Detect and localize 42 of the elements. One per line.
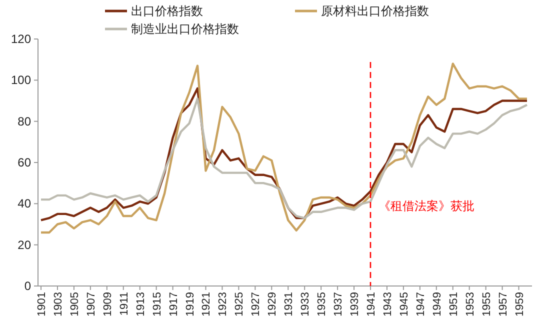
x-tick-label: 1941 — [365, 292, 378, 316]
x-tick-label: 1947 — [414, 292, 427, 316]
legend-label: 制造业出口价格指数 — [131, 22, 239, 36]
x-tick-label: 1919 — [184, 292, 196, 316]
legend-label: 原材料出口价格指数 — [321, 4, 429, 18]
x-tick-label: 1909 — [102, 292, 114, 316]
x-tick-label: 1915 — [151, 292, 164, 316]
x-tick-label: 1935 — [316, 292, 328, 316]
x-tick-label: 1913 — [134, 292, 147, 316]
x-tick-label: 1943 — [382, 292, 394, 316]
x-tick-label: 1929 — [266, 292, 279, 316]
x-tick-label: 1951 — [448, 292, 460, 316]
x-tick-label: 1933 — [300, 292, 312, 316]
y-tick-label: 100 — [10, 73, 32, 88]
y-tick-label: 40 — [18, 196, 32, 211]
x-tick-label: 1953 — [464, 292, 476, 316]
x-tick-label: 1921 — [200, 292, 213, 316]
x-tick-label: 1903 — [52, 292, 64, 316]
x-tick-label: 1945 — [398, 292, 410, 316]
ref-line-label: 《租借法案》获批 — [378, 198, 474, 213]
x-tick-label: 1911 — [118, 292, 130, 316]
x-tick-label: 1927 — [250, 292, 262, 316]
x-tick-label: 1917 — [168, 292, 180, 316]
x-tick-label: 1937 — [332, 292, 345, 316]
y-tick-label: 80 — [18, 114, 32, 128]
y-tick-label: 60 — [18, 156, 32, 170]
x-tick-label: 1931 — [283, 292, 296, 316]
y-tick-label: 0 — [24, 279, 32, 293]
x-tick-label: 1925 — [234, 292, 246, 316]
legend-label: 出口价格指数 — [131, 4, 203, 18]
x-tick-label: 1957 — [497, 292, 510, 316]
x-tick-label: 1959 — [514, 292, 526, 316]
x-tick-label: 1939 — [349, 292, 362, 316]
y-tick-label: 120 — [10, 32, 32, 46]
x-tick-label: 1905 — [68, 292, 81, 316]
x-tick-label: 1923 — [217, 292, 230, 316]
x-tick-label: 1949 — [431, 292, 444, 316]
y-tick-label: 20 — [18, 238, 32, 252]
x-tick-label: 1955 — [480, 292, 493, 316]
x-tick-label: 1907 — [85, 292, 98, 316]
x-tick-label: 1901 — [36, 292, 48, 316]
line-series — [40, 62, 528, 234]
